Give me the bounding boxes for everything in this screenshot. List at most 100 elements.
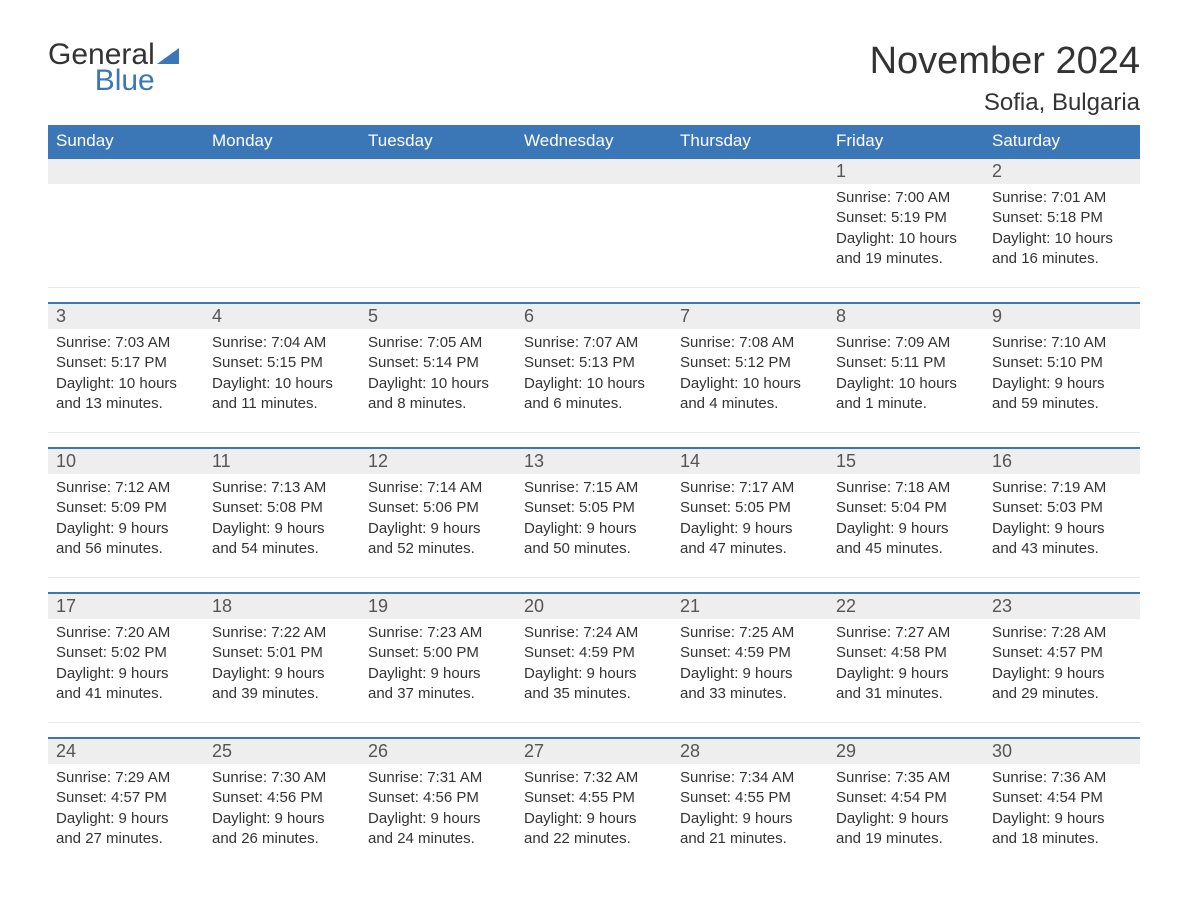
daynum-cell: 21 xyxy=(672,594,828,619)
week-5-info: Sunrise: 7:29 AMSunset: 4:57 PMDaylight:… xyxy=(48,764,1140,868)
daylight-line-1: Daylight: 10 hours xyxy=(992,229,1132,249)
day-info-cell: Sunrise: 7:04 AMSunset: 5:15 PMDaylight:… xyxy=(204,329,360,432)
day-info-cell: Sunrise: 7:09 AMSunset: 5:11 PMDaylight:… xyxy=(828,329,984,432)
sunset-line: Sunset: 4:54 PM xyxy=(992,788,1132,808)
day-info-cell: Sunrise: 7:19 AMSunset: 5:03 PMDaylight:… xyxy=(984,474,1140,577)
sunrise-line: Sunrise: 7:15 AM xyxy=(524,478,664,498)
sunrise-line: Sunrise: 7:23 AM xyxy=(368,623,508,643)
sunset-line: Sunset: 5:01 PM xyxy=(212,643,352,663)
daylight-line-1: Daylight: 9 hours xyxy=(212,809,352,829)
daynum-cell: 10 xyxy=(48,449,204,474)
daylight-line-1: Daylight: 9 hours xyxy=(524,664,664,684)
day-info-cell: Sunrise: 7:01 AMSunset: 5:18 PMDaylight:… xyxy=(984,184,1140,287)
day-info-cell: Sunrise: 7:25 AMSunset: 4:59 PMDaylight:… xyxy=(672,619,828,722)
sunset-line: Sunset: 5:05 PM xyxy=(680,498,820,518)
sunrise-line: Sunrise: 7:20 AM xyxy=(56,623,196,643)
daylight-line-1: Daylight: 10 hours xyxy=(680,374,820,394)
week-4-info: Sunrise: 7:20 AMSunset: 5:02 PM Daylight:… xyxy=(48,619,1140,723)
sunset-line: Sunset: 4:55 PM xyxy=(524,788,664,808)
daynum-cell: 18 xyxy=(204,594,360,619)
week-separator xyxy=(48,433,1140,447)
daylight-line-1: Daylight: 10 hours xyxy=(836,374,976,394)
daynum-cell: 20 xyxy=(516,594,672,619)
daylight-line-1: Daylight: 9 hours xyxy=(836,664,976,684)
daylight-line-1: Daylight: 9 hours xyxy=(212,664,352,684)
daylight-line-1: Daylight: 9 hours xyxy=(680,519,820,539)
daynum-cell xyxy=(204,159,360,184)
daynum-cell xyxy=(672,159,828,184)
day-info-cell: Sunrise: 7:22 AMSunset: 5:01 PMDaylight:… xyxy=(204,619,360,722)
sunrise-line: Sunrise: 7:09 AM xyxy=(836,333,976,353)
day-info-cell: Sunrise: 7:00 AMSunset: 5:19 PMDaylight:… xyxy=(828,184,984,287)
sunset-line: Sunset: 5:18 PM xyxy=(992,208,1132,228)
sunset-line: Sunset: 5:15 PM xyxy=(212,353,352,373)
sunset-line: Sunset: 5:13 PM xyxy=(524,353,664,373)
day-info-cell: Sunrise: 7:18 AMSunset: 5:04 PMDaylight:… xyxy=(828,474,984,577)
day-info-cell: Sunrise: 7:31 AMSunset: 4:56 PMDaylight:… xyxy=(360,764,516,868)
daylight-line-2: and 37 minutes. xyxy=(368,684,508,704)
sunset-line: Sunset: 4:55 PM xyxy=(680,788,820,808)
daylight-line-2: and 11 minutes. xyxy=(212,394,352,414)
sunrise-line: Sunrise: 7:29 AM xyxy=(56,768,196,788)
daylight-line-2: and 43 minutes. xyxy=(992,539,1132,559)
daylight-line-2: and 56 minutes. xyxy=(56,539,196,559)
daynum-cell: 3 xyxy=(48,304,204,329)
sunset-line: Sunset: 4:56 PM xyxy=(212,788,352,808)
sunrise-line: Sunrise: 7:27 AM xyxy=(836,623,976,643)
daylight-line-2: and 52 minutes. xyxy=(368,539,508,559)
logo-triangle-icon xyxy=(157,48,179,64)
dow-thursday: Thursday xyxy=(672,125,828,157)
day-info-cell: Sunrise: 7:32 AMSunset: 4:55 PMDaylight:… xyxy=(516,764,672,868)
daynum-cell: 26 xyxy=(360,739,516,764)
day-info-cell: Sunrise: 7:05 AMSunset: 5:14 PMDaylight:… xyxy=(360,329,516,432)
day-info-cell: Sunrise: 7:08 AMSunset: 5:12 PMDaylight:… xyxy=(672,329,828,432)
daylight-line-2: and 39 minutes. xyxy=(212,684,352,704)
week-separator xyxy=(48,723,1140,737)
sunrise-line: Sunrise: 7:22 AM xyxy=(212,623,352,643)
sunset-line: Sunset: 5:05 PM xyxy=(524,498,664,518)
daynum-cell: 1 xyxy=(828,159,984,184)
daylight-line-1: Daylight: 9 hours xyxy=(212,519,352,539)
daylight-line-2: and 31 minutes. xyxy=(836,684,976,704)
daylight-line-2: and 22 minutes. xyxy=(524,829,664,849)
sunset-line: Sunset: 4:57 PM xyxy=(56,788,196,808)
daylight-line-2: and 8 minutes. xyxy=(368,394,508,414)
daylight-line-1: Daylight: 9 hours xyxy=(56,809,196,829)
daylight-line-2: and 45 minutes. xyxy=(836,539,976,559)
sunset-line: Sunset: 5:19 PM xyxy=(836,208,976,228)
sunrise-line: Sunrise: 7:14 AM xyxy=(368,478,508,498)
daynum-cell: 5 xyxy=(360,304,516,329)
daynum-cell: 7 xyxy=(672,304,828,329)
weeks-container: 12Sunrise: 7:00 AMSunset: 5:19 PMDayligh… xyxy=(48,157,1140,868)
daynum-cell: 23 xyxy=(984,594,1140,619)
daylight-line-2: and 1 minute. xyxy=(836,394,976,414)
daylight-line-2: and 27 minutes. xyxy=(56,829,196,849)
daynum-cell: 17 xyxy=(48,594,204,619)
daynum-cell: 11 xyxy=(204,449,360,474)
daynum-cell: 9 xyxy=(984,304,1140,329)
sunrise-line: Sunrise: 7:25 AM xyxy=(680,623,820,643)
page-header: General Blue November 2024 Sofia, Bulgar… xyxy=(48,40,1140,117)
daylight-line-1: Daylight: 9 hours xyxy=(680,664,820,684)
sunrise-line: Sunrise: 7:00 AM xyxy=(836,188,976,208)
daylight-line-2: and 59 minutes. xyxy=(992,394,1132,414)
sunset-line: Sunset: 5:10 PM xyxy=(992,353,1132,373)
day-info-cell: Sunrise: 7:29 AMSunset: 4:57 PMDaylight:… xyxy=(48,764,204,868)
daylight-line-1: Daylight: 9 hours xyxy=(680,809,820,829)
sunrise-line: Sunrise: 7:13 AM xyxy=(212,478,352,498)
sunset-line: Sunset: 5:02 PM xyxy=(56,643,196,663)
daylight-line-2: and 6 minutes. xyxy=(524,394,664,414)
daylight-line-2: and 4 minutes. xyxy=(680,394,820,414)
daylight-line-1: Daylight: 10 hours xyxy=(56,374,196,394)
daynum-cell: 25 xyxy=(204,739,360,764)
daylight-line-1: Daylight: 9 hours xyxy=(524,809,664,829)
day-info-cell xyxy=(672,184,828,287)
week-1-info: Sunrise: 7:00 AMSunset: 5:19 PMDaylight:… xyxy=(48,184,1140,288)
day-of-week-header: SundayMondayTuesdayWednesdayThursdayFrid… xyxy=(48,125,1140,157)
sunset-line: Sunset: 4:59 PM xyxy=(680,643,820,663)
sunset-line: Sunset: 5:17 PM xyxy=(56,353,196,373)
daylight-line-1: Daylight: 10 hours xyxy=(836,229,976,249)
daylight-line-2: and 33 minutes. xyxy=(680,684,820,704)
daylight-line-1: Daylight: 9 hours xyxy=(368,519,508,539)
daynum-cell: 24 xyxy=(48,739,204,764)
